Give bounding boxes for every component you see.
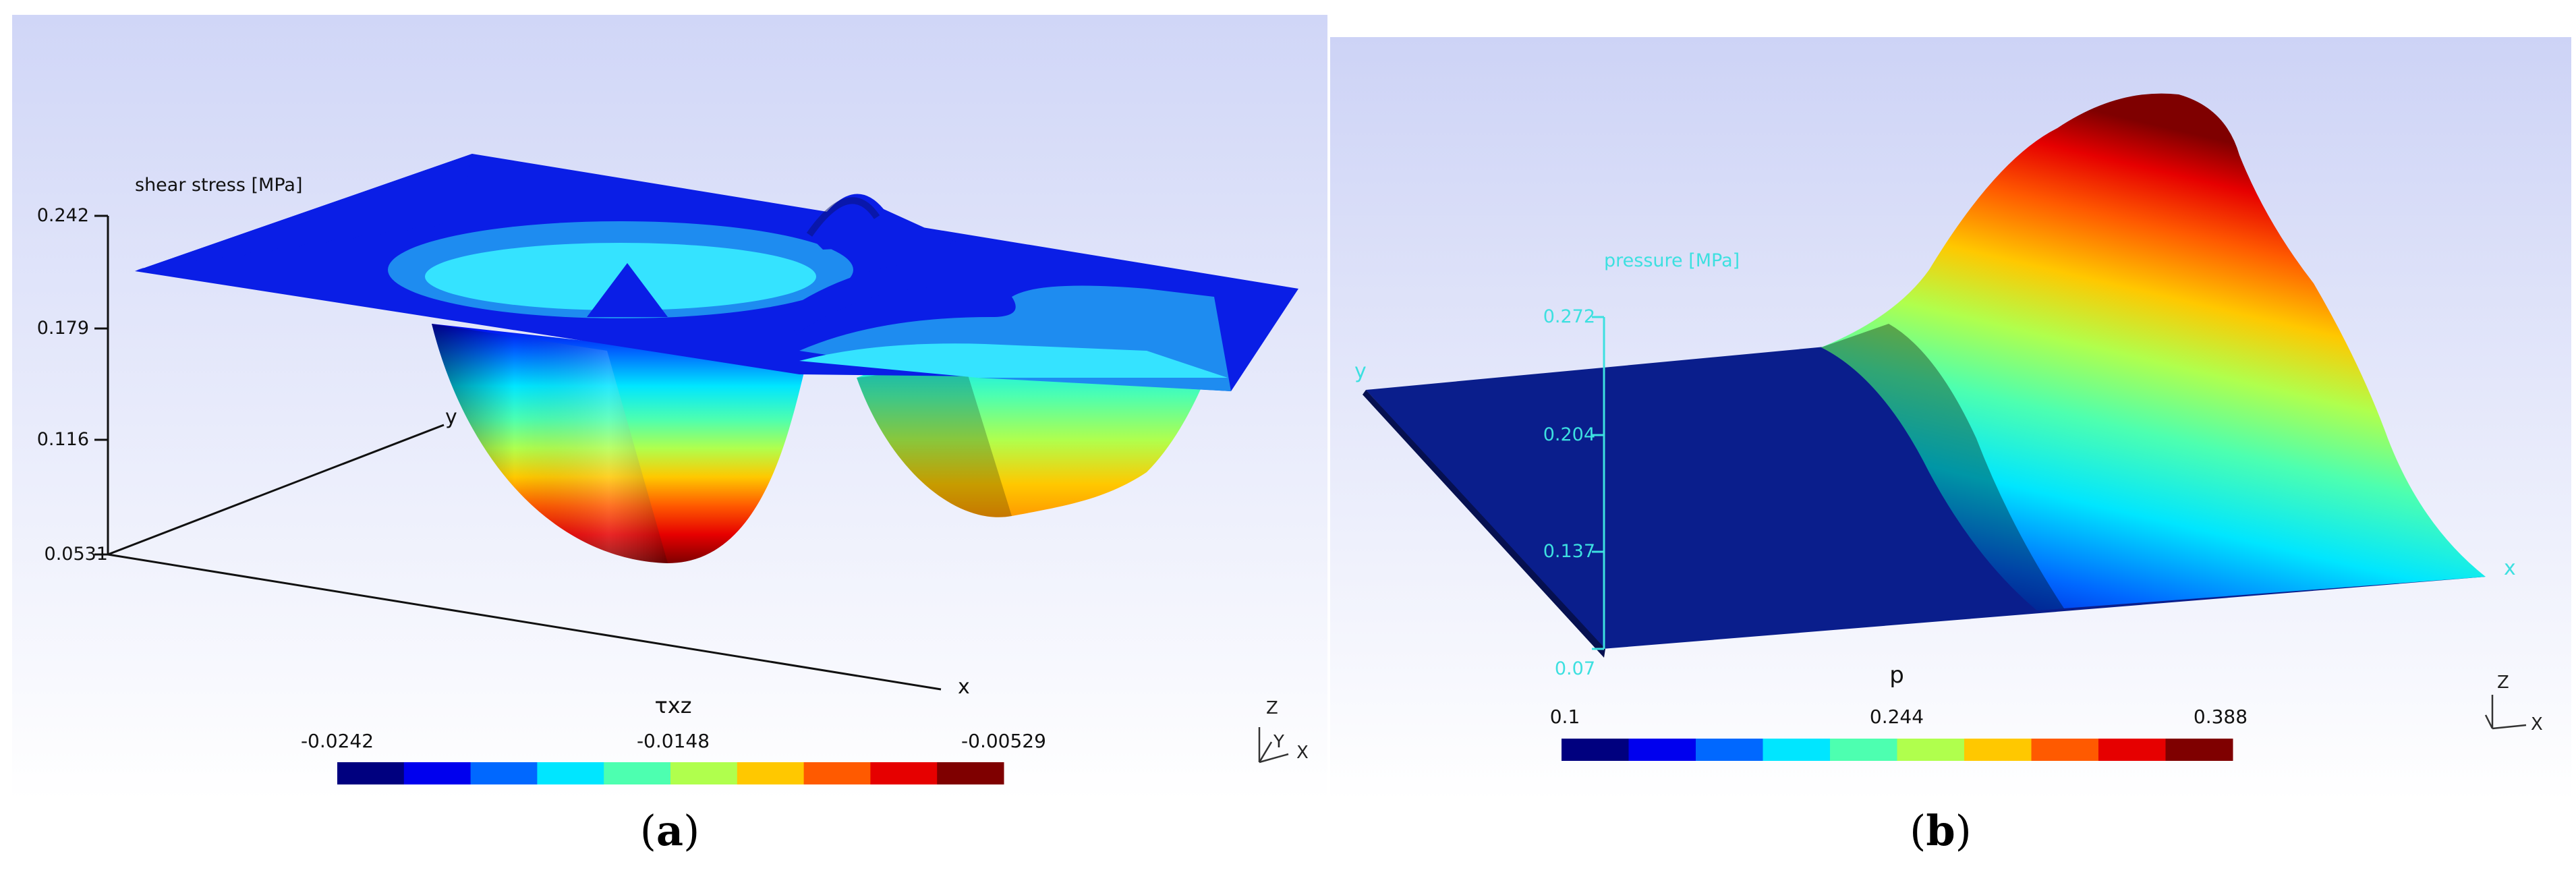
colorbar-title: p (1889, 662, 1904, 689)
hill-shadow (1821, 324, 2064, 610)
colorbar-segment (337, 762, 405, 784)
colorbar-segment (1897, 739, 1965, 761)
caption-letter: b (1926, 806, 1955, 855)
colorbar-segment (803, 762, 871, 784)
triad-y-label: Y (1273, 732, 1284, 752)
caption-b: (b) (1910, 806, 1972, 855)
colorbar-segment (1830, 739, 1897, 761)
back-ridge (809, 194, 958, 250)
z-tick-label: 0.116 (37, 429, 89, 450)
colorbar-segment (1628, 739, 1696, 761)
z-tick-label: 0.272 (1543, 306, 1595, 327)
center-ridge (587, 263, 668, 317)
well-right-shadow (857, 364, 1012, 517)
colorbar-title: τxz (655, 693, 692, 718)
triad-z-label: Z (2497, 673, 2509, 693)
basin-rim (782, 261, 987, 335)
triad-x-label: X (1296, 743, 1309, 763)
colorbar-segment (537, 762, 604, 784)
colorbar-min-label: 0.1 (1550, 706, 1580, 728)
colorbar-max-label: -0.00529 (961, 730, 1046, 752)
y-axis-label: y (445, 405, 457, 429)
orientation-triad (2484, 695, 2527, 730)
right-basin-inner (799, 343, 1228, 378)
colorbar-segment (670, 762, 738, 784)
caption-a: (a) (639, 806, 700, 855)
plane-wavy-edge (135, 154, 472, 271)
z-tick-label: 0.204 (1543, 424, 1595, 445)
z-tick-label: 0.242 (37, 205, 89, 226)
colorbar-segment (1964, 739, 2032, 761)
panel-b: pressure [MPa] 0.272 0.204 0.137 0.07 y … (1330, 37, 2571, 801)
panel-b-axes (1592, 316, 1605, 650)
x-axis-label: x (958, 675, 970, 699)
colorbar-b (1562, 739, 2233, 761)
caption-letter: a (656, 806, 684, 855)
colorbar-segment (470, 762, 538, 784)
orientation-triad (1258, 727, 1289, 764)
z-tick-label: 0.0531 (45, 544, 108, 565)
z-tick-label: 0.179 (37, 318, 89, 339)
colorbar-segment (2031, 739, 2099, 761)
colorbar-segment (737, 762, 805, 784)
colorbar-segment (1763, 739, 1831, 761)
colorbar-segment (2098, 739, 2166, 761)
colorbar-segment (604, 762, 671, 784)
colorbar-a (337, 762, 1004, 784)
colorbar-segment (403, 762, 471, 784)
x-axis-label: x (2504, 556, 2516, 580)
colorbar-mid-label: 0.244 (1870, 706, 1924, 728)
z-tick-label: 0.07 (1555, 658, 1595, 679)
y-axis-label: y (1354, 360, 1367, 383)
colorbar-max-label: 0.388 (2194, 706, 2248, 728)
well-left-shadow (432, 324, 668, 563)
colorbar-segment (870, 762, 938, 784)
axis-title-shear-stress: shear stress [MPa] (135, 175, 302, 196)
colorbar-segment (2165, 739, 2233, 761)
triad-z-label: Z (1266, 698, 1278, 718)
colorbar-segment (1696, 739, 1763, 761)
panel-a: shear stress [MPa] 0.242 0.179 0.116 0.0… (12, 15, 1327, 801)
triad-x-label: X (2531, 714, 2543, 735)
colorbar-segment (1562, 739, 1629, 761)
colorbar-mid-label: -0.0148 (637, 730, 710, 752)
pressure-hill (1821, 93, 2486, 611)
axis-title-pressure: pressure [MPa] (1604, 250, 1740, 271)
colorbar-segment (937, 762, 1004, 784)
colorbar-min-label: -0.0242 (301, 730, 374, 752)
z-tick-label: 0.137 (1543, 541, 1595, 562)
panel-a-axes (94, 214, 942, 691)
